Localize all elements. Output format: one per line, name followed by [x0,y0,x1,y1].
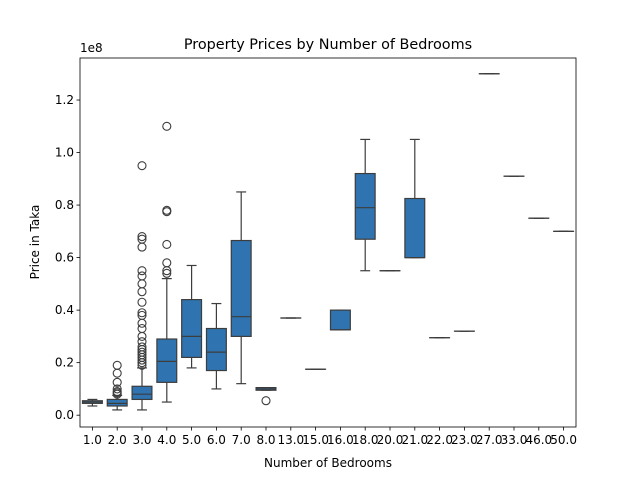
y-tick-label: 1.0 [55,146,74,160]
outlier-point [162,239,172,250]
x-tick-label: 3.0 [132,433,151,447]
outlier-point [137,337,147,347]
y-tick-label: 0.6 [55,251,74,265]
outlier-point [137,242,147,252]
outlier-point [137,342,147,352]
x-tick-label: 46.0 [525,433,552,447]
x-tick-label: 13.0 [277,433,304,447]
y-offset-label: 1e8 [80,41,103,55]
x-tick-label: 22.0 [426,433,453,447]
box-5.0 [181,299,203,359]
x-tick-label: 1.0 [83,433,102,447]
box-16.0 [329,309,351,331]
x-axis-label: Number of Bedrooms [264,456,392,470]
box-3.0 [131,385,153,401]
y-tick-label: 0.0 [55,408,74,422]
x-tick-label: 4.0 [157,433,176,447]
x-tick-label: 15.0 [302,433,329,447]
outlier-point [162,268,172,278]
outlier-point [112,377,122,387]
outlier-point [137,318,147,328]
y-tick-label: 1.2 [55,93,74,107]
outlier-point [137,287,147,297]
outlier-point [137,310,147,320]
box-2.0 [106,398,128,407]
box-6.0 [205,327,227,372]
box-21.0 [404,197,426,259]
x-tick-label: 21.0 [401,433,428,447]
outlier-point [137,271,147,281]
outlier-point [112,360,122,370]
x-tick-label: 7.0 [232,433,251,447]
outlier-point [137,323,147,334]
y-tick-label: 0.8 [55,198,74,212]
outlier-point [112,384,122,394]
x-tick-label: 20.0 [377,433,404,447]
x-tick-label: 50.0 [550,433,577,447]
outlier-point [137,331,147,341]
x-tick-label: 5.0 [182,433,201,447]
box-7.0 [230,239,252,337]
x-tick-label: 6.0 [207,433,226,447]
outlier-point [162,258,172,268]
box-4.0 [156,338,178,383]
outlier-point [112,368,122,378]
outlier-point [137,161,147,171]
plot-frame [79,57,577,428]
outlier-point [137,297,147,307]
outlier-point [137,308,147,318]
x-tick-label: 33.0 [501,433,528,447]
outlier-point [137,347,147,357]
outlier-point [162,205,172,215]
y-axis-label: Price in Taka [28,205,42,280]
outlier-point [112,386,122,397]
x-tick-label: 2.0 [108,433,127,447]
outlier-point [162,121,172,131]
outlier-point [137,266,147,276]
outlier-point [137,232,147,242]
x-tick-label: 8.0 [256,433,275,447]
y-tick-label: 0.4 [55,303,74,317]
x-tick-label: 23.0 [451,433,478,447]
y-tick-label: 0.2 [55,356,74,370]
outlier-point [261,396,271,406]
outlier-point [137,234,147,244]
x-tick-label: 27.0 [476,433,503,447]
box-18.0 [354,172,376,240]
x-tick-label: 16.0 [327,433,354,447]
outlier-point [137,279,147,289]
x-tick-label: 18.0 [352,433,379,447]
chart-title: Property Prices by Number of Bedrooms [184,37,472,53]
plot-area: 0.0 0.2 0.4 0.6 0.8 1.0 1.2 1.0 2.0 3.0 4.0 5.0 6.0 7… [55,57,577,447]
